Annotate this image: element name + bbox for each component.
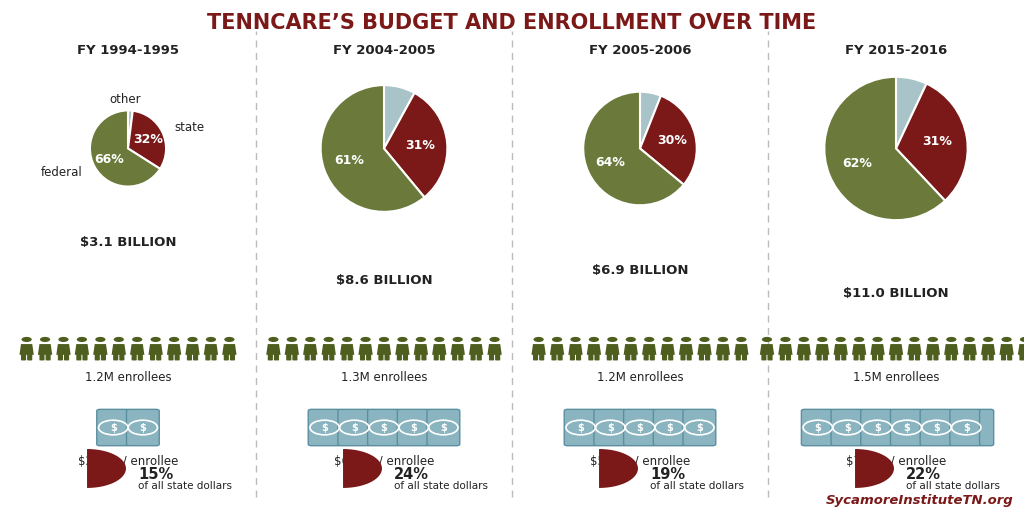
Text: $: $ [814, 422, 821, 433]
Text: SycamoreInstituteTN.org: SycamoreInstituteTN.org [826, 494, 1014, 507]
Wedge shape [128, 111, 133, 148]
Text: FY 2005-2006: FY 2005-2006 [589, 44, 691, 56]
Text: $: $ [696, 422, 702, 433]
Text: federal: federal [41, 166, 83, 179]
Text: 19%: 19% [650, 467, 685, 482]
Text: 66%: 66% [94, 153, 124, 165]
Text: FY 2004-2005: FY 2004-2005 [333, 44, 435, 56]
Text: 24%: 24% [394, 467, 429, 482]
Text: $5,900 / enrollee: $5,900 / enrollee [590, 456, 690, 468]
Text: 15%: 15% [138, 467, 173, 482]
Text: $6,400 / enrollee: $6,400 / enrollee [334, 456, 434, 468]
Text: $: $ [637, 422, 643, 433]
Text: 1.3M enrollees: 1.3M enrollees [341, 371, 427, 384]
Text: $: $ [607, 422, 613, 433]
Text: $: $ [578, 422, 584, 433]
Wedge shape [90, 111, 160, 186]
Text: 1.2M enrollees: 1.2M enrollees [597, 371, 683, 384]
Text: $: $ [844, 422, 851, 433]
Text: state: state [175, 121, 205, 134]
Text: $: $ [139, 422, 146, 433]
Wedge shape [321, 85, 424, 212]
Text: of all state dollars: of all state dollars [138, 481, 232, 490]
Text: $6.9 BILLION: $6.9 BILLION [592, 264, 688, 278]
Text: 1.5M enrollees: 1.5M enrollees [853, 371, 939, 384]
Text: $: $ [903, 422, 910, 433]
Text: 1.2M enrollees: 1.2M enrollees [85, 371, 171, 384]
Text: $: $ [381, 422, 387, 433]
Text: TENNCARE’S BUDGET AND ENROLLMENT OVER TIME: TENNCARE’S BUDGET AND ENROLLMENT OVER TI… [208, 13, 816, 33]
Wedge shape [128, 111, 166, 169]
Text: 61%: 61% [335, 155, 365, 167]
Text: 31%: 31% [406, 139, 435, 152]
Text: $: $ [933, 422, 940, 433]
Text: FY 1994-1995: FY 1994-1995 [77, 44, 179, 56]
Text: $: $ [351, 422, 357, 433]
Text: $7,300 / enrollee: $7,300 / enrollee [846, 456, 946, 468]
Text: 22%: 22% [906, 467, 941, 482]
Text: $: $ [963, 422, 970, 433]
Text: $: $ [322, 422, 328, 433]
Text: $3.1 BILLION: $3.1 BILLION [80, 236, 176, 249]
Text: 62%: 62% [843, 157, 872, 170]
Text: $: $ [440, 422, 446, 433]
Wedge shape [640, 96, 696, 185]
Text: 31%: 31% [923, 136, 952, 148]
Text: $: $ [411, 422, 417, 433]
Text: $11.0 BILLION: $11.0 BILLION [843, 287, 949, 300]
Text: $2,600 / enrollee: $2,600 / enrollee [78, 456, 178, 468]
Text: 64%: 64% [595, 156, 625, 169]
Text: $8.6 BILLION: $8.6 BILLION [336, 274, 432, 287]
Text: $: $ [873, 422, 881, 433]
Text: 32%: 32% [133, 133, 163, 145]
Text: FY 2015-2016: FY 2015-2016 [845, 44, 947, 56]
Text: $: $ [667, 422, 673, 433]
Text: 30%: 30% [657, 134, 687, 147]
Text: of all state dollars: of all state dollars [906, 481, 1000, 490]
Wedge shape [584, 92, 684, 205]
Wedge shape [896, 83, 968, 201]
Wedge shape [384, 93, 447, 197]
Wedge shape [896, 77, 927, 148]
Wedge shape [640, 92, 660, 148]
Text: of all state dollars: of all state dollars [394, 481, 488, 490]
Text: $: $ [110, 422, 117, 433]
Wedge shape [384, 85, 415, 148]
Text: of all state dollars: of all state dollars [650, 481, 744, 490]
Wedge shape [824, 77, 945, 220]
Text: other: other [110, 93, 141, 105]
